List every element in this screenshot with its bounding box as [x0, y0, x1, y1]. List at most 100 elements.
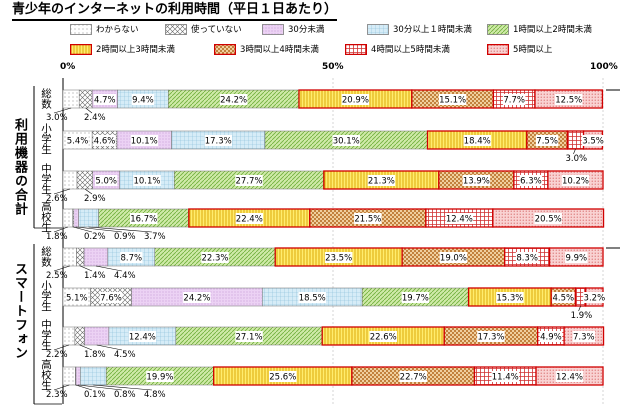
data-label: 3.0%: [46, 113, 68, 123]
data-label-bg: [399, 371, 427, 382]
data-label: 1.9%: [571, 311, 593, 321]
data-label-bg: [201, 252, 229, 263]
data-label-bg: [235, 331, 263, 342]
data-label: 4.8%: [144, 390, 166, 400]
legend-swatch: [345, 43, 367, 55]
data-label-bg: [146, 371, 174, 382]
data-label-bg: [477, 331, 505, 342]
data-label-bg: [496, 292, 524, 303]
data-label-bg: [535, 135, 559, 146]
data-label: 12.4%: [129, 333, 156, 343]
data-label-bg: [65, 292, 88, 303]
data-label: 7.6%: [100, 294, 122, 304]
legend-item: 2時間以上3時間未満: [70, 43, 175, 55]
legend-swatch: [70, 23, 92, 35]
data-label: 2.3%: [46, 390, 68, 400]
bar-segment: [80, 366, 107, 386]
data-label-bg: [354, 213, 382, 224]
data-label: 24.2%: [220, 96, 247, 106]
legend-swatch: [214, 43, 236, 55]
data-label: 16.7%: [130, 215, 157, 225]
legend-item: 30分以上１時間未満: [367, 23, 472, 35]
data-label-bg: [369, 331, 397, 342]
data-label: 2.2%: [46, 350, 68, 360]
bar-segment: [78, 208, 99, 228]
data-label-bg: [445, 213, 474, 224]
data-label-bg: [183, 292, 211, 303]
row-label: 総数: [40, 246, 52, 267]
row-label: 中学生: [40, 163, 52, 195]
data-label-bg: [204, 135, 232, 146]
legend-item: 使っていない: [165, 23, 242, 35]
data-label-bg: [341, 94, 370, 105]
data-label: 3.0%: [565, 154, 587, 164]
data-label-bg: [130, 135, 159, 146]
data-label-bg: [552, 292, 575, 303]
data-label: 1.8%: [84, 350, 106, 360]
group-label: 利用機器の合計: [12, 118, 27, 216]
legend-item: 5時間以上: [487, 43, 552, 55]
data-label-bg: [554, 94, 583, 105]
x-tick-label: 100%: [590, 62, 618, 72]
legend-swatch: [165, 23, 187, 35]
bar-segment: [566, 130, 585, 150]
data-label: 2.5%: [46, 271, 68, 281]
data-label-bg: [502, 94, 526, 105]
leader-line: [76, 226, 123, 233]
data-label-bg: [235, 213, 264, 224]
bar-segment: [84, 326, 110, 346]
data-label: 20.9%: [342, 96, 369, 106]
leader-line: [53, 384, 70, 391]
data-label-bg: [401, 292, 430, 303]
x-tick-label: 50%: [322, 62, 344, 72]
row-label: 総数: [40, 88, 52, 109]
data-label: 25.6%: [269, 373, 296, 383]
data-label-bg: [99, 292, 123, 303]
data-label-bg: [298, 292, 326, 303]
data-label-bg: [491, 371, 520, 382]
data-label: 18.5%: [299, 294, 326, 304]
data-label-bg: [128, 331, 157, 342]
bar-segment: [62, 170, 78, 190]
data-label: 4.5%: [114, 350, 136, 360]
legend-label: 4時間以上5時間未満: [371, 45, 450, 55]
data-label-bg: [219, 94, 248, 105]
legend-item: 30分未満: [262, 23, 324, 35]
leader-line: [85, 107, 93, 114]
legend-item: 3時間以上4時間未満: [214, 43, 319, 55]
data-label: 10.2%: [562, 177, 589, 187]
data-label: 27.1%: [236, 333, 263, 343]
bar-segment: [78, 89, 93, 109]
data-label: 22.4%: [236, 215, 263, 225]
data-label: 19.9%: [146, 373, 173, 383]
leader-line: [578, 305, 581, 312]
legend-label: 2時間以上3時間未満: [96, 45, 175, 55]
data-label: 12.4%: [446, 215, 473, 225]
data-label: 19.0%: [440, 254, 467, 264]
data-label: 24.2%: [183, 294, 210, 304]
data-label-bg: [583, 292, 606, 303]
leader-line: [79, 344, 93, 351]
bar-segment: [83, 247, 109, 267]
leader-line: [88, 226, 153, 233]
row-label: 中学生: [40, 319, 52, 351]
data-label: 0.9%: [114, 232, 136, 242]
data-label: 7.3%: [573, 333, 595, 343]
leader-line: [53, 265, 70, 272]
leader-line: [53, 188, 71, 195]
data-label: 8.3%: [516, 254, 538, 264]
data-label: 9.9%: [565, 254, 587, 264]
data-label-bg: [95, 175, 118, 186]
legend-item: 4時間以上5時間未満: [345, 43, 450, 55]
legend-label: 5時間以上: [513, 45, 553, 55]
legend-label: 3時間以上4時間未満: [240, 45, 319, 55]
legend-label: 30分以上１時間未満: [393, 25, 472, 35]
data-label: 3.2%: [584, 294, 606, 304]
data-label-bg: [367, 175, 396, 186]
leader-line: [93, 384, 153, 391]
legend-label: 30分未満: [288, 25, 325, 35]
data-label-bg: [463, 135, 491, 146]
data-label-bg: [235, 175, 263, 186]
chart-title: 青少年のインターネットの利用時間（平日１日あたり）: [12, 2, 338, 21]
